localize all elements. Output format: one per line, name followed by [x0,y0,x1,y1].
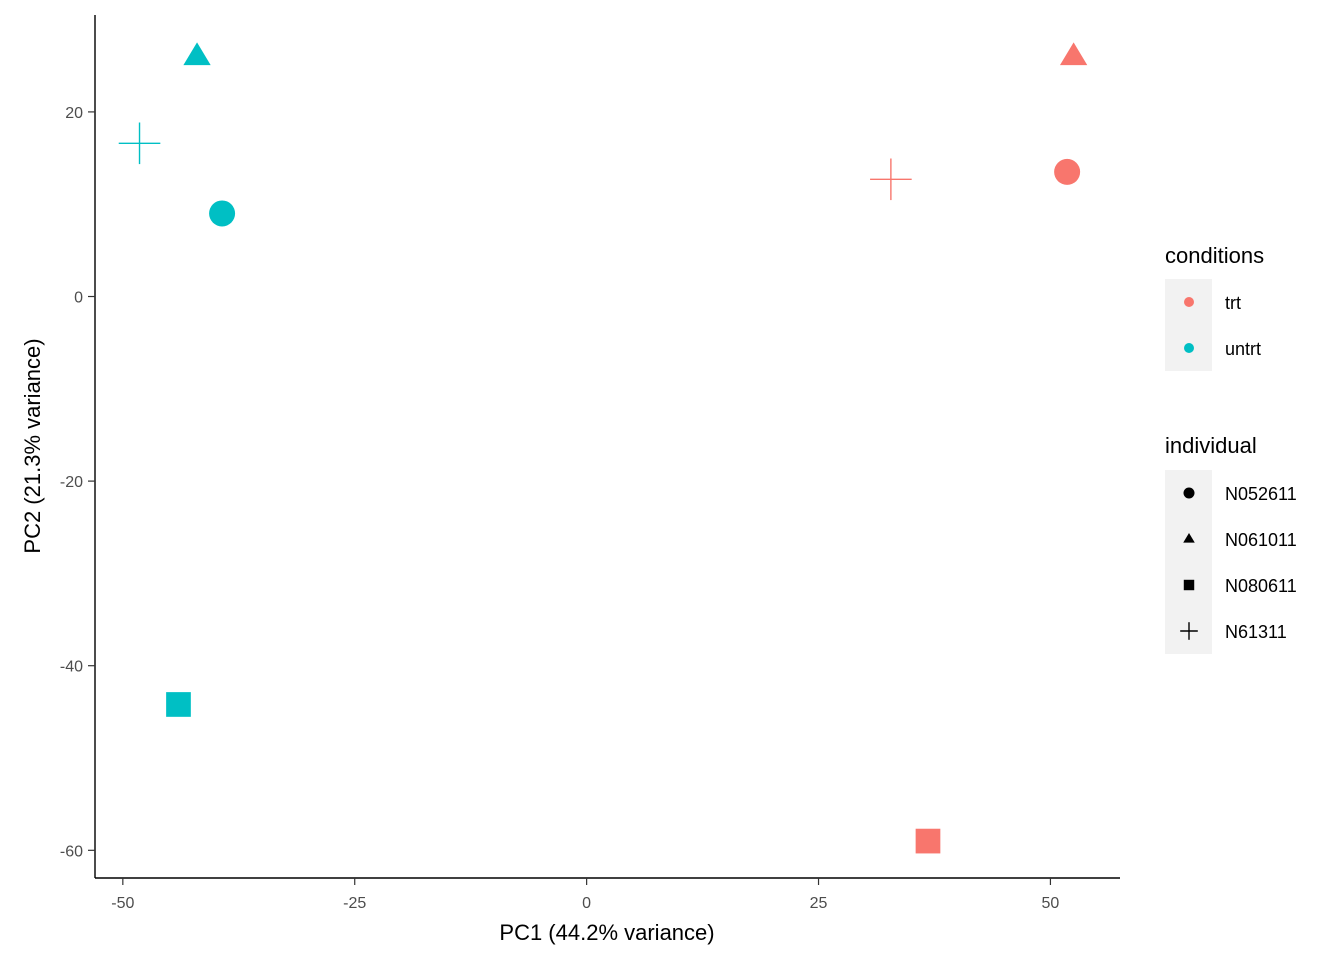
data-point-trt-N061011 [1059,42,1088,66]
y-axis-title: PC2 (21.3% variance) [20,338,45,553]
x-tick-label: -25 [343,895,366,912]
legend-label-trt: trt [1225,293,1241,313]
x-ticks: -50 -25 0 25 50 [111,878,1059,912]
legend-title: conditions [1165,243,1264,268]
y-tick-label: -20 [60,474,83,491]
x-tick-label: -50 [111,895,134,912]
y-tick-label: -60 [60,843,83,860]
legends: conditions trt untrt individual N052611 N0610… [1165,243,1297,654]
legend-label-N061011: N061011 [1225,530,1297,550]
data-point-untrt-N061011 [183,42,211,66]
data-point-untrt-N080611 [166,692,191,717]
legend-key-N61311 [1180,622,1198,640]
legend-key-N052611 [1183,487,1195,499]
data-point-untrt-N052611 [209,200,236,227]
legend-key-background [1165,279,1212,371]
legend-conditions: conditions trt untrt [1165,243,1264,371]
legend-label-N080611: N080611 [1225,576,1297,596]
data-point-trt-N61311 [870,158,912,201]
legend-key-trt [1184,297,1194,307]
legend-key-N061011 [1183,533,1195,543]
legend-title: individual [1165,433,1257,458]
legend-label-N052611: N052611 [1225,484,1297,504]
legend-key-untrt [1184,343,1194,353]
y-tick-label: 0 [74,290,83,307]
plot-area [118,42,1088,854]
data-point-untrt-N61311 [118,122,161,165]
y-tick-label: 20 [65,105,83,122]
axes: -50 -25 0 25 50 -60 -40 -20 0 20 PC1 (44.2% vari… [20,15,1120,945]
legend-individual: individual N052611 N061011 N080611 N61311 [1165,433,1297,654]
y-tick-label: -40 [60,659,83,676]
data-point-trt-N080611 [915,828,941,854]
x-tick-label: 0 [582,895,591,912]
x-tick-label: 25 [810,895,828,912]
data-point-trt-N052611 [1054,158,1081,185]
x-axis-title: PC1 (44.2% variance) [499,920,714,945]
y-ticks: -60 -40 -20 0 20 [60,105,95,860]
legend-label-N61311: N61311 [1225,622,1287,642]
legend-key-N080611 [1183,579,1195,591]
legend-label-untrt: untrt [1225,339,1261,359]
x-tick-label: 50 [1042,895,1060,912]
